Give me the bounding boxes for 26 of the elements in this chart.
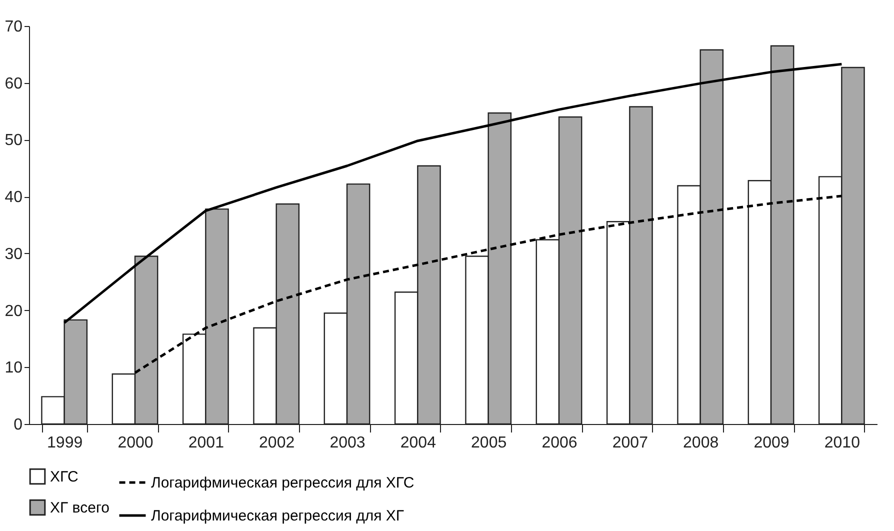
x-tick-label: 2003 xyxy=(330,434,366,452)
legend-label: ХГС xyxy=(50,468,78,486)
y-tick-label: 70 xyxy=(4,18,23,36)
y-tick-label: 30 xyxy=(4,246,23,263)
x-tick-label: 2006 xyxy=(542,434,578,452)
x-tick-label: 2002 xyxy=(259,434,295,452)
y-tick-label: 20 xyxy=(4,302,23,320)
x-tick-label: 2008 xyxy=(683,434,719,452)
line-series xyxy=(63,62,843,324)
legend-label: Логарифмическая регрессия для ХГ xyxy=(151,508,404,524)
x-tick-label: 2005 xyxy=(471,434,507,452)
x-tick-label: 2009 xyxy=(754,434,790,452)
x-tick-label: 1999 xyxy=(47,434,83,452)
legend-label: ХГ всего xyxy=(50,500,110,516)
y-tick-label: 60 xyxy=(4,75,23,92)
y-tick-label: 10 xyxy=(4,360,23,377)
y-tick-label: 40 xyxy=(4,189,23,206)
y-tick-label: 50 xyxy=(4,132,23,150)
x-tick-label: 2010 xyxy=(824,434,860,452)
x-tick-label: 2007 xyxy=(612,434,648,452)
y-tick-label: 0 xyxy=(14,416,23,434)
x-tick-label: 2001 xyxy=(188,434,224,452)
x-tick-label: 2000 xyxy=(118,434,154,452)
x-tick-label: 2004 xyxy=(400,434,436,452)
legend-label: Логарифмическая регрессия для ХГС xyxy=(151,474,414,492)
line-series xyxy=(134,194,843,374)
